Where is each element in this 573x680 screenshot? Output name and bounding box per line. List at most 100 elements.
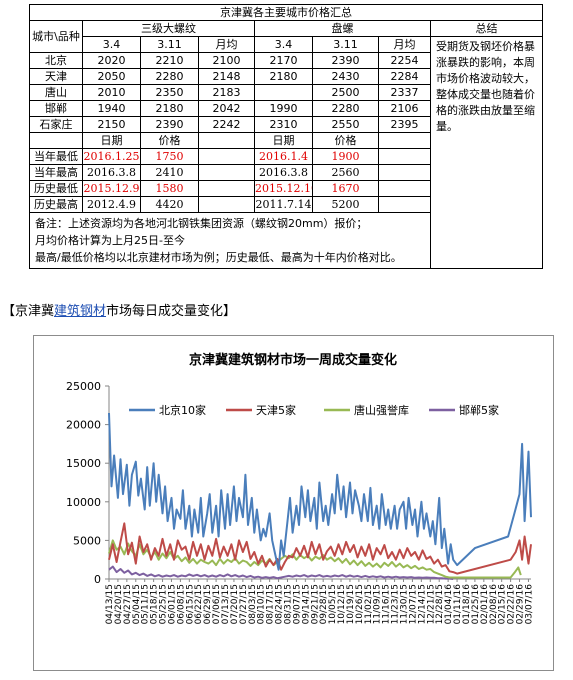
x-tick-label: 05/11/15: [141, 584, 151, 624]
x-tick-label: 02/15/16: [498, 584, 508, 625]
history-date: 2012.4.9: [82, 196, 141, 213]
x-tick-label: 01/25/16: [471, 584, 481, 625]
city-name: 唐山: [29, 84, 83, 101]
price-cell: 2150: [82, 116, 141, 133]
price-cell: 2284: [378, 68, 431, 85]
price-cell: 2500: [312, 84, 379, 101]
table-row: 天津 2050 2280 2148 2180 2430 2284: [29, 68, 543, 85]
x-tick-label: 12/14/15: [417, 584, 427, 624]
history-date: 2016.3.8: [254, 164, 313, 181]
price-cell: 2350: [140, 84, 199, 101]
history-price: 2560: [312, 164, 379, 181]
price-cell: 2390: [312, 52, 379, 69]
x-tick-label: 06/29/15: [203, 584, 213, 624]
price-cell: 2430: [312, 68, 379, 85]
x-tick-label: 09/28/15: [319, 584, 329, 624]
blank-cell: [378, 148, 431, 165]
city-name: 北京: [29, 52, 83, 69]
x-tick-label: 03/07/16: [524, 584, 534, 625]
price-cell: 2020: [82, 52, 141, 69]
history-date: 2015.12.10: [254, 180, 313, 197]
sub-header: 3.11: [312, 36, 379, 53]
summary-header: 总结: [430, 20, 543, 37]
corner-header: 城市\品种: [29, 20, 83, 53]
x-tick-label: 07/27/15: [239, 584, 249, 624]
price-cell: 2280: [312, 100, 379, 117]
history-row: 当年最高 2016.3.8 2410 2016.3.8 2560: [29, 164, 543, 181]
x-tick-label: 12/21/15: [426, 584, 436, 624]
heading-prefix: 【京津冀: [2, 304, 55, 319]
group-header-rebar: 三级大螺纹: [82, 20, 255, 37]
price-cell: 2180: [140, 100, 199, 117]
blank-cell: [198, 132, 255, 149]
chart-title: 京津冀建筑钢材市场一周成交量变化: [189, 352, 397, 368]
x-tick-label: 11/16/15: [382, 584, 392, 624]
series-line-4: [108, 565, 454, 580]
history-label: 当年最高: [29, 164, 83, 181]
heading-suffix: 市场每日成交量变化】: [106, 304, 237, 319]
price-cell: 2100: [198, 52, 255, 69]
x-tick-label: 04/27/15: [123, 584, 133, 624]
series-line-1: [108, 412, 532, 571]
x-tick-label: 01/11/16: [453, 584, 463, 625]
x-tick-label: 08/24/15: [275, 584, 285, 624]
x-tick-label: 10/12/15: [337, 584, 347, 624]
note-line: 备注：上述资源均为各地河北钢铁集团资源（螺纹钢20mm）报价；: [35, 217, 368, 230]
table-row: 邯郸 1940 2180 2042 1990 2280 2106: [29, 100, 543, 117]
price-cell: 2170: [254, 52, 313, 69]
history-price: 4420: [140, 196, 199, 213]
blank-cell: [378, 180, 431, 197]
price-cell: [254, 84, 313, 101]
note-line: 月均价格计算为上月25日-至今: [35, 234, 185, 247]
sub-header: 月均: [198, 36, 255, 53]
y-tick-label: 0: [94, 573, 101, 586]
x-tick-label: 06/01/15: [167, 584, 177, 624]
history-date: 2011.7.14: [254, 196, 313, 213]
history-label: 历史最高: [29, 196, 83, 213]
blank-cell: [378, 196, 431, 213]
price-cell: 2280: [140, 68, 199, 85]
x-tick-label: 05/18/15: [150, 584, 160, 624]
legend-label: 邯郸5家: [459, 403, 499, 417]
x-tick-label: 09/21/15: [310, 584, 320, 624]
x-tick-label: 11/02/15: [364, 584, 374, 624]
legend-label: 北京10家: [159, 403, 206, 417]
price-header: 价格: [312, 132, 379, 149]
section-heading: 【京津冀建筑钢材市场每日成交量变化】: [2, 300, 236, 319]
history-date: 2016.3.8: [82, 164, 141, 181]
blank-cell: [378, 132, 431, 149]
history-label: 历史最低: [29, 180, 83, 197]
x-tick-label: 11/23/15: [391, 584, 401, 624]
x-tick-label: 06/22/15: [194, 584, 204, 624]
price-cell: 1990: [254, 100, 313, 117]
x-tick-label: 09/14/15: [301, 584, 311, 624]
x-tick-label: 04/20/15: [114, 584, 124, 624]
price-cell: 2180: [254, 68, 313, 85]
note-line: 最高/最低价格均以北京建材市场为例；历史最低、最高为十年内价格对比。: [35, 251, 402, 264]
x-tick-label: 02/22/16: [507, 584, 517, 625]
blank-cell: [29, 132, 83, 149]
history-price: 2410: [140, 164, 199, 181]
building-steel-link[interactable]: 建筑钢材: [54, 304, 107, 319]
price-cell: 2337: [378, 84, 431, 101]
series-line-3: [108, 539, 522, 579]
price-cell: 2183: [198, 84, 255, 101]
history-date: 2016.1.4: [254, 148, 313, 165]
price-cell: 2042: [198, 100, 255, 117]
price-header: 价格: [140, 132, 199, 149]
history-date: 2015.12.9: [82, 180, 141, 197]
x-tick-label: 07/06/15: [212, 584, 222, 624]
city-name: 邯郸: [29, 100, 83, 117]
y-tick-label: 5000: [73, 534, 101, 547]
table-row: 北京 2020 2210 2100 2170 2390 2254: [29, 52, 543, 69]
blank-cell: [198, 148, 255, 165]
city-name: 石家庄: [29, 116, 83, 133]
volume-chart-svg: 京津冀建筑钢材市场一周成交量变化 0 5000 10000 15000 20000 2500…: [66, 352, 534, 625]
price-cell: 2550: [312, 116, 379, 133]
x-tick-label: 11/30/15: [400, 584, 410, 624]
history-row: 历史最高 2012.4.9 4420 2011.7.14 5200: [29, 196, 543, 213]
blank-cell: [198, 196, 255, 213]
y-tick-label: 15000: [66, 457, 101, 470]
sub-header: 3.11: [140, 36, 199, 53]
x-tick-label: 02/29/16: [516, 584, 526, 625]
